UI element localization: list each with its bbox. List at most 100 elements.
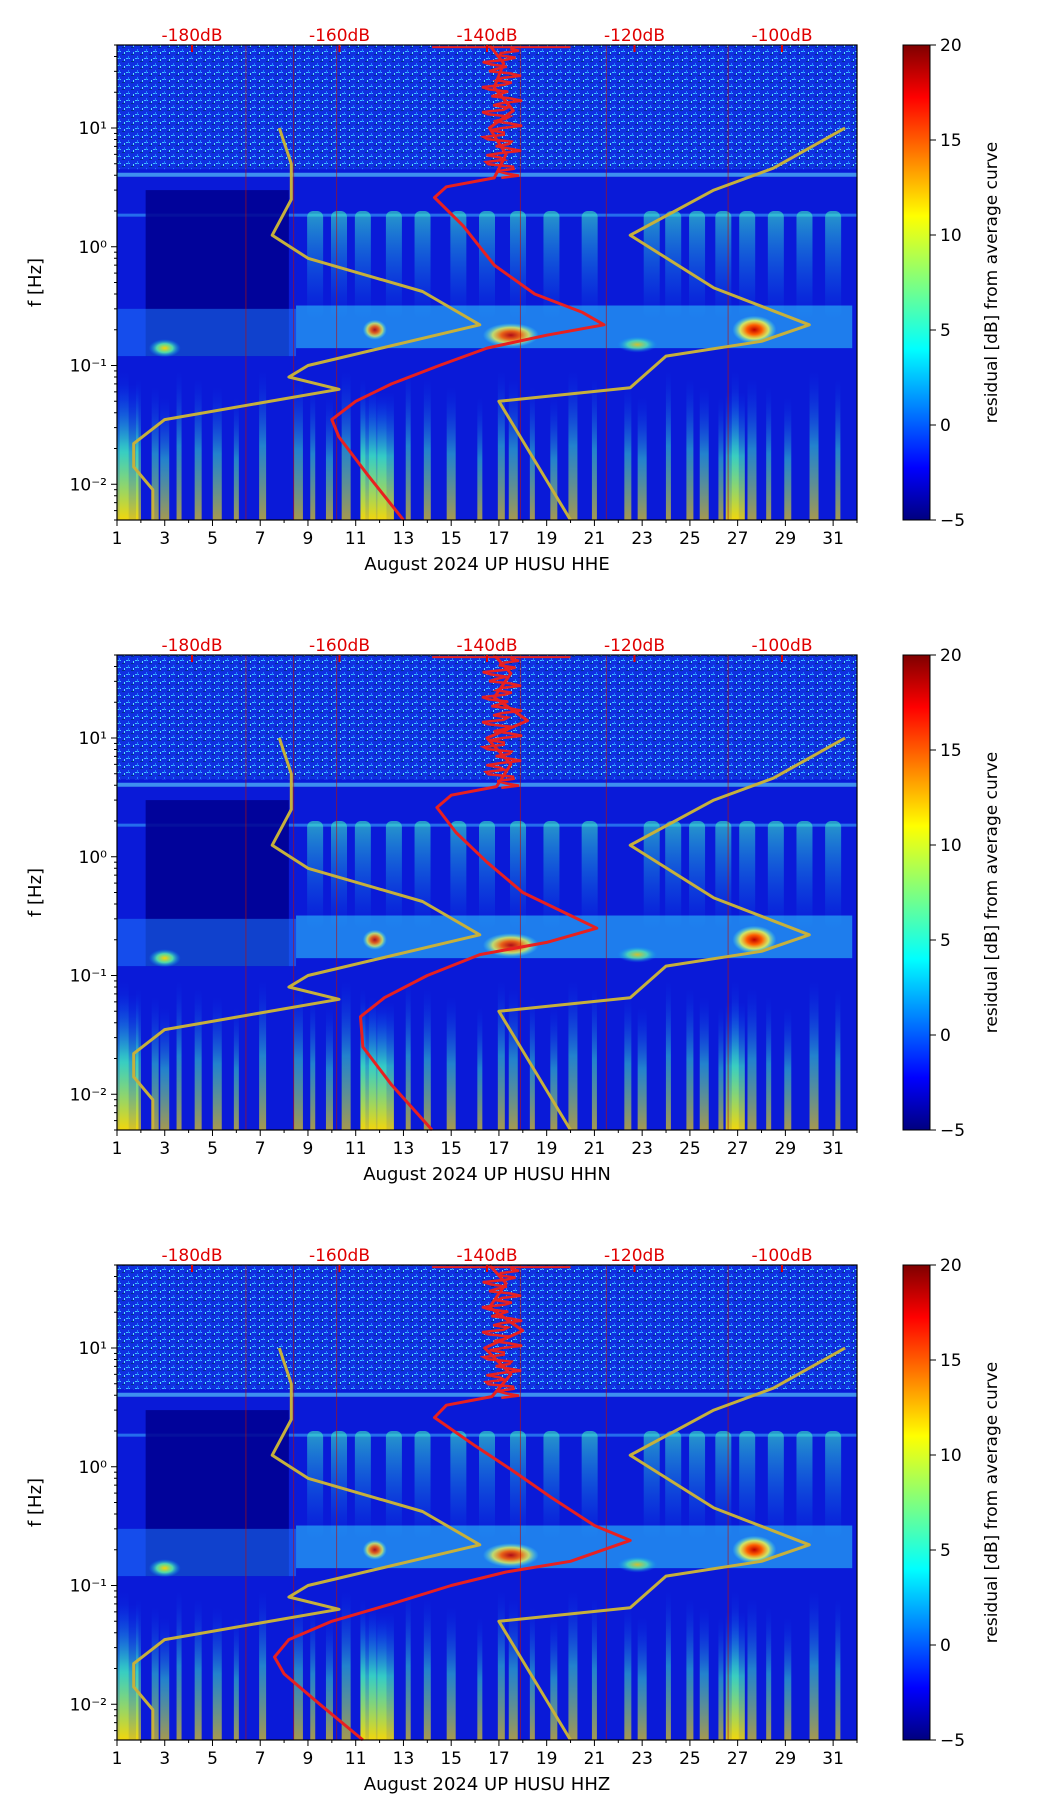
heatmap-streak: [637, 397, 647, 520]
heatmap-streak: [446, 386, 456, 520]
x-tick-label: 5: [207, 1139, 218, 1159]
x-tick-label: 19: [536, 1139, 558, 1159]
heatmap-plume: [479, 1431, 495, 1539]
x-tick-label: 9: [303, 1139, 314, 1159]
heatmap-streak: [766, 1606, 772, 1740]
heatmap-plume: [354, 821, 371, 929]
heatmap-hf-band: [117, 45, 857, 170]
heatmap-streak: [176, 1590, 182, 1740]
heatmap-hf-band: [117, 1265, 857, 1390]
heatmap-warmspot: [617, 1556, 658, 1573]
colorbar-gradient: [902, 654, 931, 1131]
heatmap-streak: [550, 397, 558, 520]
y-tick-label: 10⁰: [79, 848, 108, 868]
heatmap-streak: [835, 1598, 841, 1740]
heatmap-streak: [747, 988, 757, 1130]
heatmap-streak: [477, 1617, 483, 1740]
heatmap-streak: [259, 370, 267, 520]
heatmap-streak: [233, 397, 239, 520]
top-db-label: -120dB: [604, 1246, 665, 1266]
y-tick-label: 10¹: [79, 1339, 107, 1359]
curve-noise-psd-hf: [479, 1267, 523, 1400]
heatmap-streak: [293, 988, 303, 1130]
x-tick-label: 29: [775, 529, 797, 549]
heatmap-strong-column: [725, 1001, 745, 1130]
colorbar-tick-label: 10: [940, 1446, 962, 1466]
heatmap-plume: [307, 211, 324, 319]
top-db-label: -100dB: [751, 636, 812, 656]
heatmap-streak: [624, 386, 632, 520]
curve-noise-model-high: [497, 1346, 846, 1741]
y-tick-label: 10⁰: [79, 1458, 108, 1478]
heatmap-plume: [796, 211, 813, 319]
x-tick-label: 5: [207, 529, 218, 549]
heatmap-plume: [767, 821, 784, 929]
heatmap-streak: [665, 370, 671, 520]
y-axis-label: f [Hz]: [25, 1478, 46, 1527]
x-tick-label: 3: [159, 529, 170, 549]
x-tick-label: 11: [345, 1749, 367, 1769]
heatmap-plume: [385, 211, 402, 319]
heatmap-plume: [825, 821, 842, 929]
top-db-label: -100dB: [751, 26, 812, 46]
heatmap-plume: [450, 211, 467, 319]
colorbar-tick-label: 20: [940, 646, 962, 666]
heatmap-plume: [767, 211, 784, 319]
colorbar-tick-label: 10: [940, 836, 962, 856]
heatmap-plume: [643, 821, 660, 929]
heatmap-streak: [341, 980, 351, 1130]
heatmap-streak: [550, 1617, 558, 1740]
heatmap-streak: [233, 1007, 239, 1130]
curve-noise-model-high: [497, 736, 846, 1131]
heatmap-plume: [385, 1431, 402, 1539]
x-tick-label: 23: [631, 1749, 653, 1769]
heatmap-hotspot: [732, 925, 777, 954]
heatmap-plume: [354, 1431, 371, 1539]
heatmap-streak: [637, 1007, 647, 1130]
heatmap-plume: [825, 1431, 842, 1539]
curve-noise-psd-hf: [479, 47, 523, 180]
top-db-label: -140dB: [456, 26, 517, 46]
x-tick-label: 13: [393, 529, 415, 549]
colorbar-tick-label: 0: [940, 1026, 951, 1046]
heatmap-streak: [809, 370, 819, 520]
panel-3: 1 3 5 7 9 11 13 15 17 19 21 23 25 27 29 3110¹10⁰10⁻¹10⁻…: [25, 1246, 1002, 1795]
heatmap-streak: [151, 386, 159, 520]
x-tick-label: 15: [440, 1749, 462, 1769]
heatmap-streak: [624, 996, 632, 1130]
heatmap-streak: [784, 397, 792, 520]
heatmap-plume: [385, 821, 402, 929]
heatmap-streak: [508, 1598, 518, 1740]
heatmap-streak: [310, 386, 316, 520]
heatmap-warmspot: [148, 949, 181, 968]
x-tick-label: 5: [207, 1749, 218, 1769]
heatmap-plume: [689, 211, 706, 319]
heatmap-plume: [414, 1431, 431, 1539]
colorbar-tick-label: 10: [940, 226, 962, 246]
heatmap-streak: [325, 1007, 333, 1130]
heatmap-plume: [479, 211, 495, 319]
heatmap-plume: [331, 211, 347, 319]
top-db-label: -180dB: [161, 26, 222, 46]
colorbar-label: residual [dB] from average curve: [982, 142, 1002, 423]
heatmap-plume: [543, 1431, 560, 1539]
heatmap-streak: [591, 988, 597, 1130]
heatmap-plume: [715, 211, 732, 319]
y-axis-label: f [Hz]: [25, 258, 46, 307]
heatmap-streak: [568, 980, 578, 1130]
heatmap-plume: [354, 211, 371, 319]
heatmap-streak: [293, 1598, 303, 1740]
colorbar-label: residual [dB] from average curve: [982, 752, 1002, 1033]
top-db-label: -120dB: [604, 636, 665, 656]
heatmap-streak: [718, 397, 724, 520]
curve-noise-psd: [359, 653, 599, 1132]
heatmap-streak: [591, 1598, 597, 1740]
heatmap-streak: [718, 1007, 724, 1130]
top-db-label: -160dB: [309, 1246, 370, 1266]
heatmap-streak: [446, 1606, 456, 1740]
heatmap-plume: [450, 1431, 467, 1539]
heatmap-streak: [310, 996, 316, 1130]
heatmap-plume: [643, 1431, 660, 1539]
x-tick-label: 21: [584, 529, 606, 549]
top-db-label: -160dB: [309, 26, 370, 46]
